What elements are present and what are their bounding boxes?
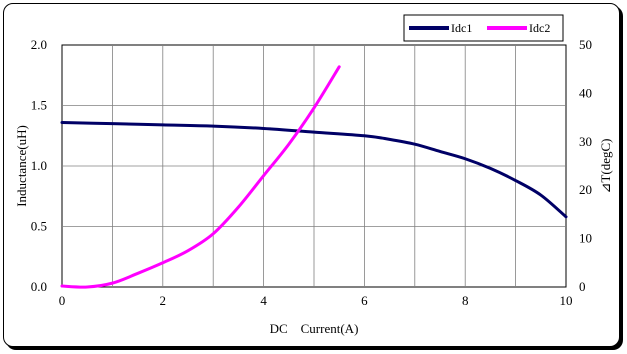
legend-label-idc2: Idc2 bbox=[529, 21, 550, 35]
legend-label-idc1: Idc1 bbox=[451, 21, 472, 35]
x-tick-label: 6 bbox=[361, 293, 368, 308]
y-left-tick-label: 2.0 bbox=[31, 37, 47, 52]
y-left-tick-label: 0.0 bbox=[31, 279, 47, 294]
x-tick-label: 10 bbox=[560, 293, 573, 308]
y-axis-label-right: ⊿T(degC) bbox=[598, 139, 613, 194]
legend: Idc1 Idc2 bbox=[404, 15, 563, 41]
y-right-tick-label: 0 bbox=[579, 279, 586, 294]
y-left-tick-label: 1.0 bbox=[31, 158, 47, 173]
y-axis-label-left: Inductance(uH) bbox=[14, 125, 29, 207]
y-left-tick-label: 1.5 bbox=[31, 98, 47, 113]
y-right-tick-label: 30 bbox=[579, 134, 592, 149]
x-tick-label: 0 bbox=[59, 293, 66, 308]
x-tick-label: 4 bbox=[260, 293, 267, 308]
x-tick-label: 8 bbox=[462, 293, 469, 308]
y-right-tick-label: 40 bbox=[579, 85, 592, 100]
x-axis-label: DC Current(A) bbox=[270, 321, 359, 336]
y-left-tick-label: 0.5 bbox=[31, 219, 47, 234]
y-right-tick-label: 10 bbox=[579, 231, 592, 246]
x-tick-label: 2 bbox=[160, 293, 167, 308]
y-right-tick-label: 20 bbox=[579, 182, 592, 197]
y-right-tick-label: 50 bbox=[579, 37, 592, 52]
